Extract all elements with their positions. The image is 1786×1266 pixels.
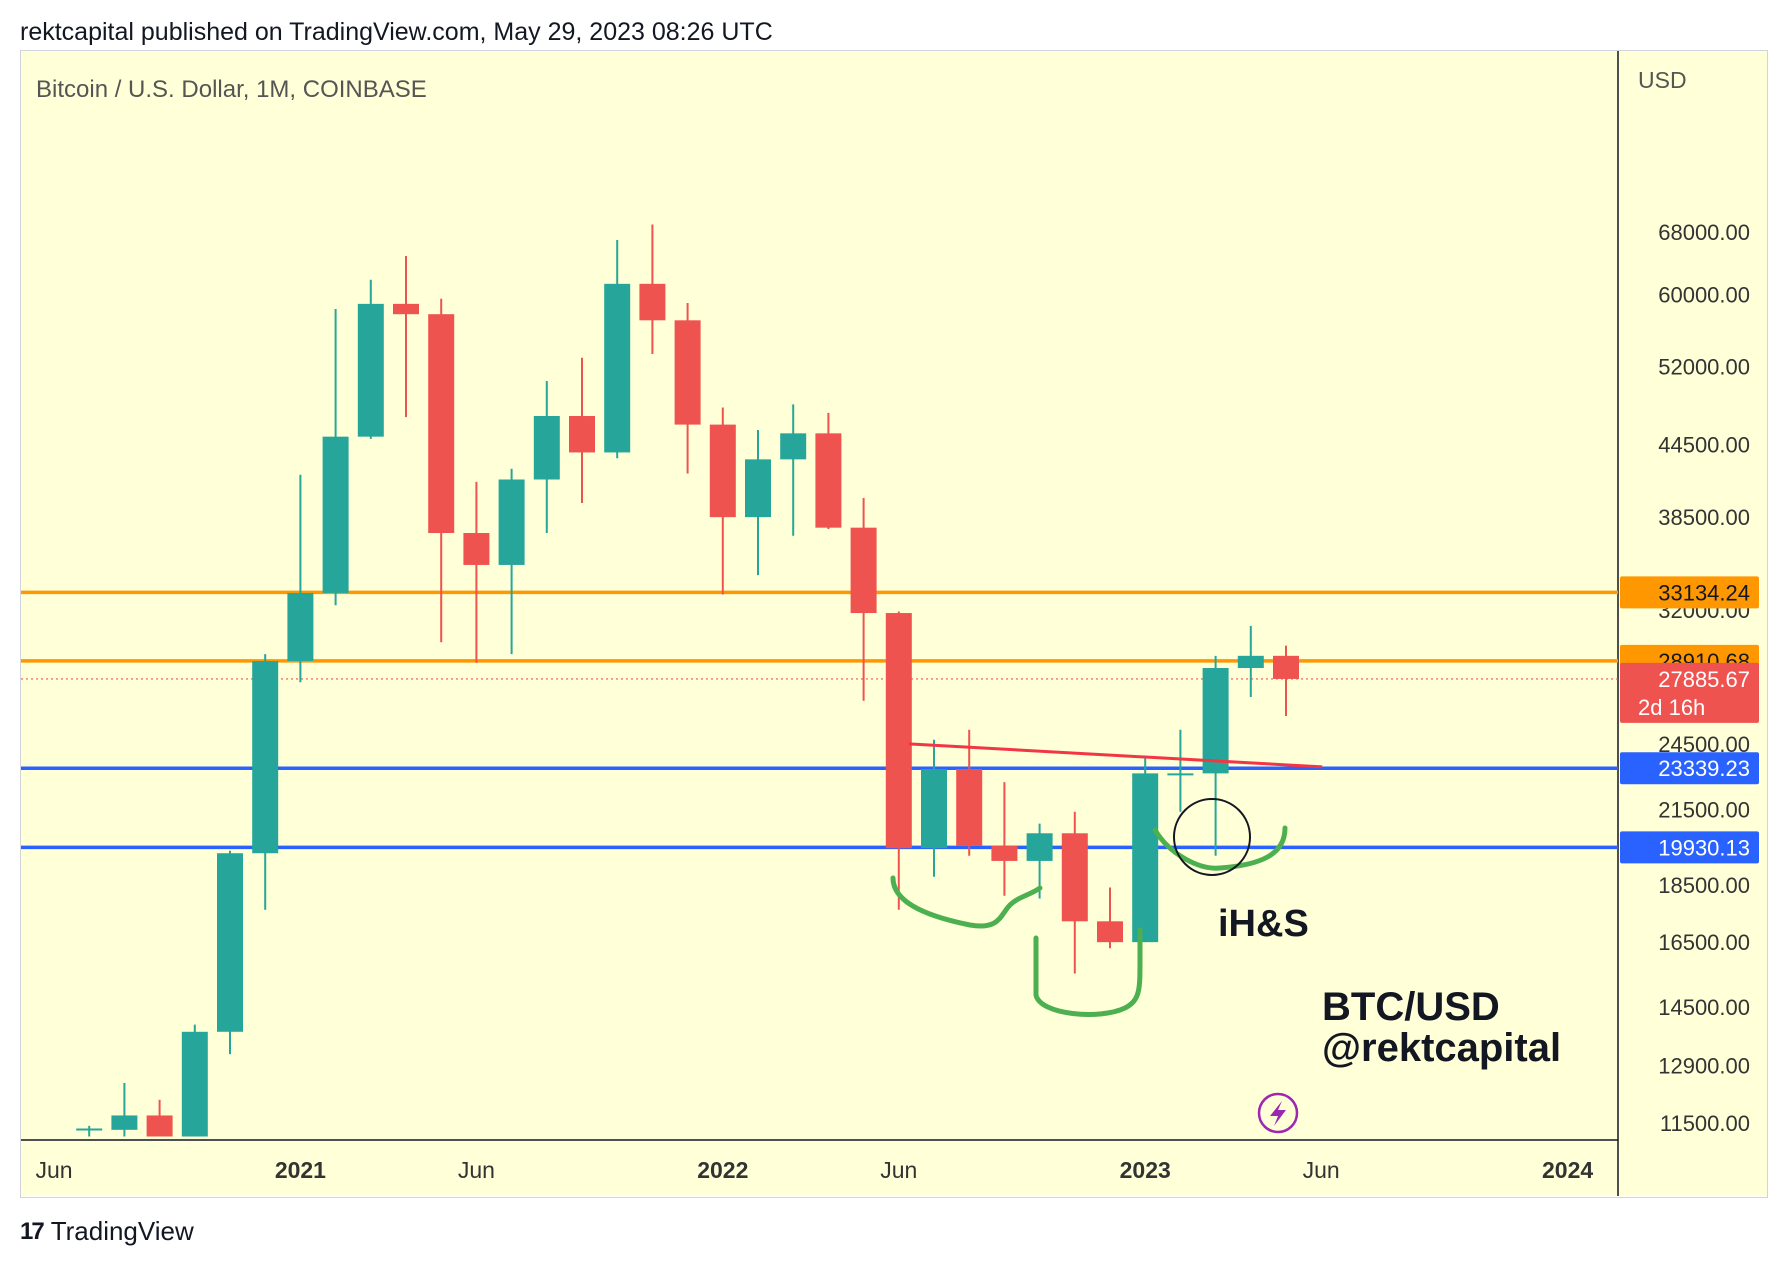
lightning-bolt-icon: [1270, 1101, 1286, 1126]
candle-body: [639, 283, 666, 321]
candle-body: [850, 527, 877, 614]
candle-body: [1202, 668, 1229, 774]
plot-background: [21, 51, 1618, 1140]
candle-body: [1273, 655, 1299, 679]
candle-body: [76, 1128, 103, 1131]
candle-body: [604, 283, 631, 453]
y-tick-label: 12900.00: [1658, 1054, 1750, 1079]
y-tick-label: 21500.00: [1658, 797, 1750, 822]
candle-body: [1061, 833, 1088, 922]
candle-body: [111, 1115, 138, 1130]
candle-body: [956, 769, 983, 846]
author-watermark: @rektcapital: [1322, 1026, 1561, 1070]
candle-body: [428, 314, 455, 534]
x-tick-label: Jun: [880, 1157, 917, 1183]
candle-body: [991, 845, 1018, 861]
last-price-countdown: 2d 16h: [1638, 695, 1705, 720]
tradingview-brand: TradingView: [50, 1216, 194, 1246]
x-tick-label: Jun: [35, 1157, 72, 1183]
level-price-tag: [1620, 576, 1759, 609]
x-tick-label: 2024: [1542, 1157, 1593, 1183]
left-shoulder-arc: [890, 875, 1043, 929]
price-scale-background: [1618, 51, 1767, 1196]
chart-title: Bitcoin / U.S. Dollar, 1M, COINBASE: [36, 76, 427, 103]
x-tick-label: 2021: [275, 1157, 326, 1183]
y-tick-label: 52000.00: [1658, 354, 1750, 379]
x-tick-label: Jun: [1303, 1157, 1340, 1183]
wick-highlight-circle: [1173, 798, 1251, 876]
pattern-label: iH&S: [1218, 903, 1309, 945]
candle-body: [357, 303, 384, 437]
x-tick-label: 2023: [1120, 1157, 1171, 1183]
level-price-tag: [1620, 831, 1759, 864]
candle-body: [885, 613, 912, 849]
candle-body: [815, 433, 842, 528]
x-tick-label: Jun: [458, 1157, 495, 1183]
author-watermark: BTC/USD: [1322, 985, 1500, 1029]
candle-body: [1026, 833, 1053, 861]
candle-body: [569, 416, 595, 453]
chart-frame: [20, 50, 1768, 1198]
level-price-label: 19930.13: [1658, 835, 1750, 860]
y-tick-label: 38500.00: [1658, 505, 1750, 530]
x-tick-label: 2022: [697, 1157, 748, 1183]
last-price-tag: [1620, 662, 1759, 723]
candle-body: [146, 1115, 173, 1137]
last-price-label: 27885.67: [1658, 667, 1750, 692]
level-price-label: 23339.23: [1658, 756, 1750, 781]
currency-label: USD: [1638, 67, 1687, 93]
tradingview-logo-icon: 17: [20, 1217, 45, 1245]
candle-body: [393, 303, 419, 315]
y-tick-label: 16500.00: [1658, 930, 1750, 955]
candle-body: [287, 592, 314, 662]
candle-body: [745, 459, 771, 518]
candle-body: [252, 661, 279, 854]
candle-body: [217, 853, 243, 1032]
y-tick-label: 11500.00: [1660, 1111, 1750, 1136]
candle-body: [498, 479, 525, 565]
candle-body: [921, 769, 947, 849]
candle-body: [1237, 655, 1264, 669]
candle-body: [1097, 921, 1123, 943]
y-tick-label: 44500.00: [1658, 432, 1750, 457]
candle-body: [322, 436, 349, 593]
publisher-line: rektcapital published on TradingView.com…: [20, 18, 773, 46]
y-tick-label: 18500.00: [1658, 873, 1750, 898]
y-tick-label: 68000.00: [1658, 220, 1750, 245]
candle-body: [181, 1031, 208, 1137]
candle-body: [674, 320, 701, 425]
y-tick-label: 14500.00: [1658, 995, 1750, 1020]
candle-body: [780, 433, 807, 460]
level-price-tag: [1620, 752, 1759, 785]
candle-body: [1132, 773, 1159, 943]
head-arc: [1033, 927, 1143, 1017]
level-price-label: 33134.24: [1658, 580, 1750, 605]
candle-body: [463, 533, 490, 565]
candle-body: [1167, 773, 1194, 776]
candle-body: [533, 416, 560, 480]
time-scale-background: [21, 1140, 1618, 1196]
right-shoulder-arc: [1152, 825, 1288, 871]
lightning-icon: [1257, 1092, 1299, 1134]
candle-body: [709, 424, 736, 518]
y-tick-label: 60000.00: [1658, 283, 1750, 308]
tradingview-footer[interactable]: 17 TradingView: [20, 1216, 194, 1247]
neckline: [908, 742, 1323, 769]
